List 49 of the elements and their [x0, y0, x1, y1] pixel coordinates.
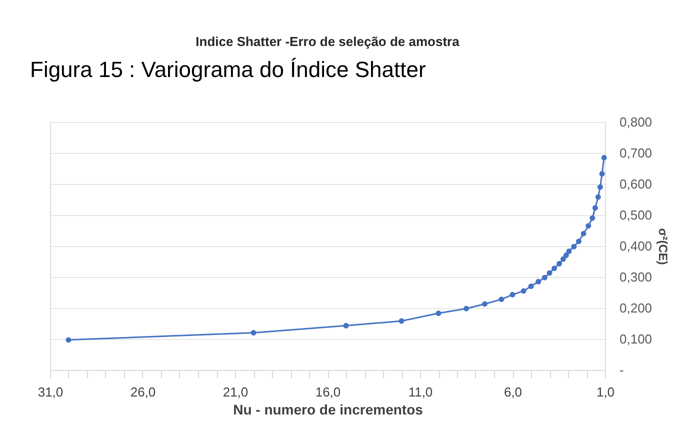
point: [601, 154, 607, 160]
point: [510, 292, 516, 298]
y-tick-label: -: [620, 362, 624, 378]
point: [528, 284, 534, 290]
x-tick-label: 21,0: [222, 384, 248, 400]
y-tick-label: 0,200: [620, 300, 652, 316]
point: [552, 266, 558, 272]
y-axis-title: σ²(CE): [656, 228, 670, 265]
point: [66, 337, 72, 343]
x-tick-label: 11,0: [408, 384, 433, 400]
point: [592, 205, 598, 211]
point: [343, 322, 349, 328]
point: [597, 184, 603, 190]
point: [595, 194, 601, 200]
x-tick-label: 26,0: [130, 384, 156, 400]
x-axis-title: Nu - numero de incrementos: [233, 402, 424, 418]
point: [586, 223, 592, 229]
point: [546, 270, 552, 276]
point: [560, 256, 566, 262]
point: [436, 310, 442, 316]
text: Figura 15 : Variograma do Índice Shatter: [30, 57, 426, 82]
point: [464, 306, 469, 312]
point: [398, 318, 404, 324]
point: [542, 274, 548, 280]
y-tick-label: 0,400: [620, 238, 652, 254]
point: [536, 278, 542, 284]
y-tick-label: 0,600: [620, 176, 652, 192]
point: [599, 171, 605, 177]
y-tick-label: 0,100: [620, 332, 652, 346]
chart-title: Indice Shatter -Erro de seleção de amostra: [196, 34, 460, 49]
y-tick-label: 0,300: [620, 270, 652, 284]
point: [556, 260, 562, 266]
x-tick-label: 31,0: [38, 384, 64, 400]
x-tick-label: 16,0: [315, 384, 341, 400]
x-tick-label: 6,0: [504, 384, 522, 400]
point: [250, 330, 256, 336]
x-tick-label: 1,0: [596, 384, 615, 400]
point: [571, 244, 577, 250]
point: [498, 296, 504, 302]
point: [563, 252, 569, 258]
point: [482, 301, 488, 307]
y-tick-label: 0,700: [620, 146, 652, 160]
y-tick-label: 0,800: [620, 114, 652, 130]
point: [520, 288, 526, 294]
point: [566, 248, 572, 254]
point: [576, 238, 582, 244]
point: [580, 230, 586, 236]
y-tick-label: 0,500: [620, 208, 652, 222]
point: [590, 215, 596, 221]
